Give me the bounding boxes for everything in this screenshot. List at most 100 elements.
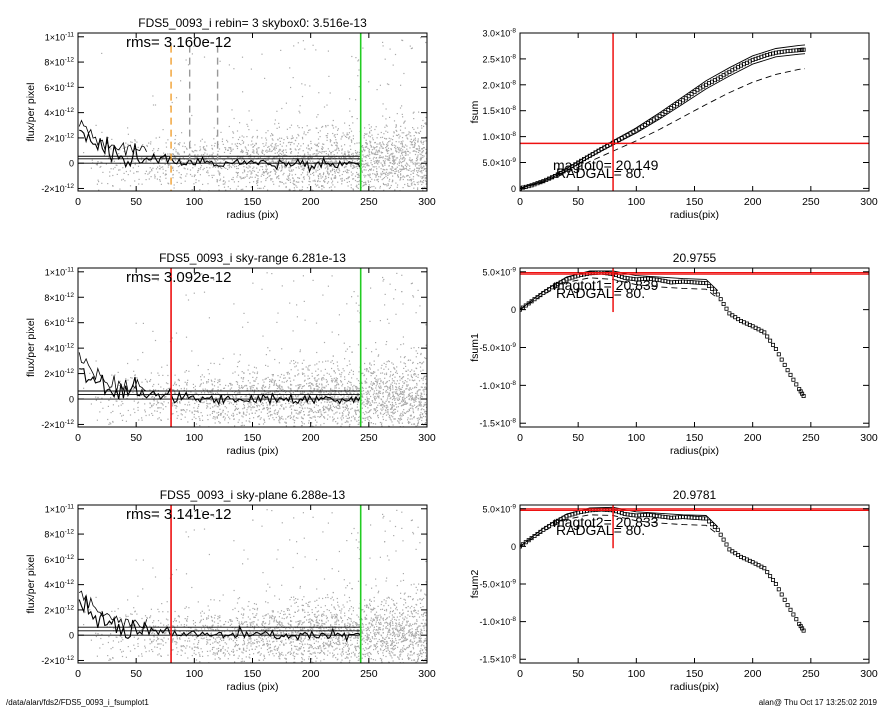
scatter-point (220, 389, 222, 391)
scatter-point (243, 166, 245, 168)
scatter-point (168, 393, 170, 395)
scatter-point (109, 175, 111, 177)
scatter-point (421, 167, 423, 170)
scatter-point (340, 157, 342, 159)
scatter-point (252, 170, 254, 172)
scatter-point (186, 384, 188, 386)
scatter-point (348, 411, 350, 413)
scatter-point (205, 149, 207, 151)
scatter-point (307, 131, 309, 134)
scatter-point (252, 405, 254, 408)
scatter-point (207, 170, 209, 172)
scatter-point (122, 147, 124, 149)
scatter-point (118, 169, 120, 171)
scatter-point (383, 183, 385, 185)
scatter-point (352, 138, 354, 140)
scatter-point (374, 187, 377, 189)
scatter-point (257, 181, 259, 184)
scatter-point (322, 147, 324, 149)
scatter-point (203, 154, 205, 156)
scatter-point (320, 175, 322, 177)
scatter-point (323, 151, 325, 153)
scatter-point (150, 372, 152, 374)
scatter-point (318, 178, 320, 180)
scatter-point (302, 177, 305, 179)
scatter-point (394, 399, 396, 401)
scatter-point (306, 174, 308, 176)
scatter-point (279, 416, 281, 419)
scatter-point (384, 169, 386, 171)
scatter-point (278, 150, 280, 153)
scatter-point (390, 184, 392, 187)
scatter-point (283, 381, 285, 383)
scatter-point (398, 403, 400, 405)
scatter-point (416, 406, 418, 408)
scatter-point (333, 142, 335, 144)
scatter-point (164, 163, 166, 165)
scatter-point (369, 176, 371, 179)
scatter-point (312, 44, 314, 46)
scatter-point (420, 181, 422, 183)
scatter-point (222, 183, 224, 185)
scatter-point (256, 174, 258, 177)
scatter-point (333, 418, 335, 420)
scatter-point (368, 148, 370, 150)
scatter-point (329, 404, 332, 406)
scatter-point (316, 421, 318, 423)
scatter-point (379, 404, 381, 407)
scatter-point (249, 166, 251, 168)
scatter-point (267, 406, 269, 408)
scatter-point (396, 372, 398, 374)
scatter-point (400, 405, 402, 407)
scatter-point (358, 158, 360, 160)
scatter-point (410, 395, 412, 397)
scatter-point (410, 161, 412, 163)
scatter-point (379, 185, 381, 188)
scatter-point (167, 402, 169, 404)
scatter-point (217, 379, 219, 381)
scatter-point (364, 382, 366, 384)
scatter-point (391, 398, 394, 401)
scatter-point (418, 132, 420, 134)
scatter-point (425, 324, 427, 326)
scatter-point (273, 148, 275, 150)
scatter-point (368, 81, 370, 83)
scatter-point (262, 384, 264, 387)
scatter-point (412, 362, 414, 364)
scatter-point (389, 178, 391, 180)
scatter-point (412, 163, 414, 165)
scatter-point (334, 134, 336, 136)
scatter-point (382, 280, 384, 282)
scatter-point (421, 417, 423, 419)
scatter-point (217, 386, 219, 388)
scatter-point (132, 387, 135, 389)
scatter-point (375, 160, 377, 162)
scatter-point (313, 389, 315, 391)
scatter-point (403, 168, 405, 170)
scatter-point (409, 407, 411, 409)
scatter-point (357, 164, 359, 166)
scatter-point (402, 178, 404, 181)
scatter-point (154, 104, 157, 106)
scatter-point (425, 160, 427, 162)
scatter-point (358, 304, 360, 306)
scatter-point (314, 415, 316, 417)
scatter-point (214, 422, 216, 424)
scatter-point (278, 126, 280, 128)
scatter-point (152, 392, 155, 394)
scatter-point (295, 412, 297, 414)
scatter-point (402, 140, 404, 142)
x-tick-label: 300 (418, 196, 436, 208)
scatter-point (316, 385, 318, 387)
scatter-point (329, 394, 331, 396)
scatter-point (293, 415, 295, 417)
scatter-point (261, 151, 263, 153)
scatter-point (407, 384, 409, 386)
scatter-point (270, 171, 272, 173)
scatter-point (214, 166, 217, 168)
scatter-point (256, 376, 258, 379)
scatter-point (276, 404, 278, 406)
scatter-point (219, 408, 221, 410)
scatter-point (236, 156, 238, 158)
scatter-point (281, 285, 283, 287)
